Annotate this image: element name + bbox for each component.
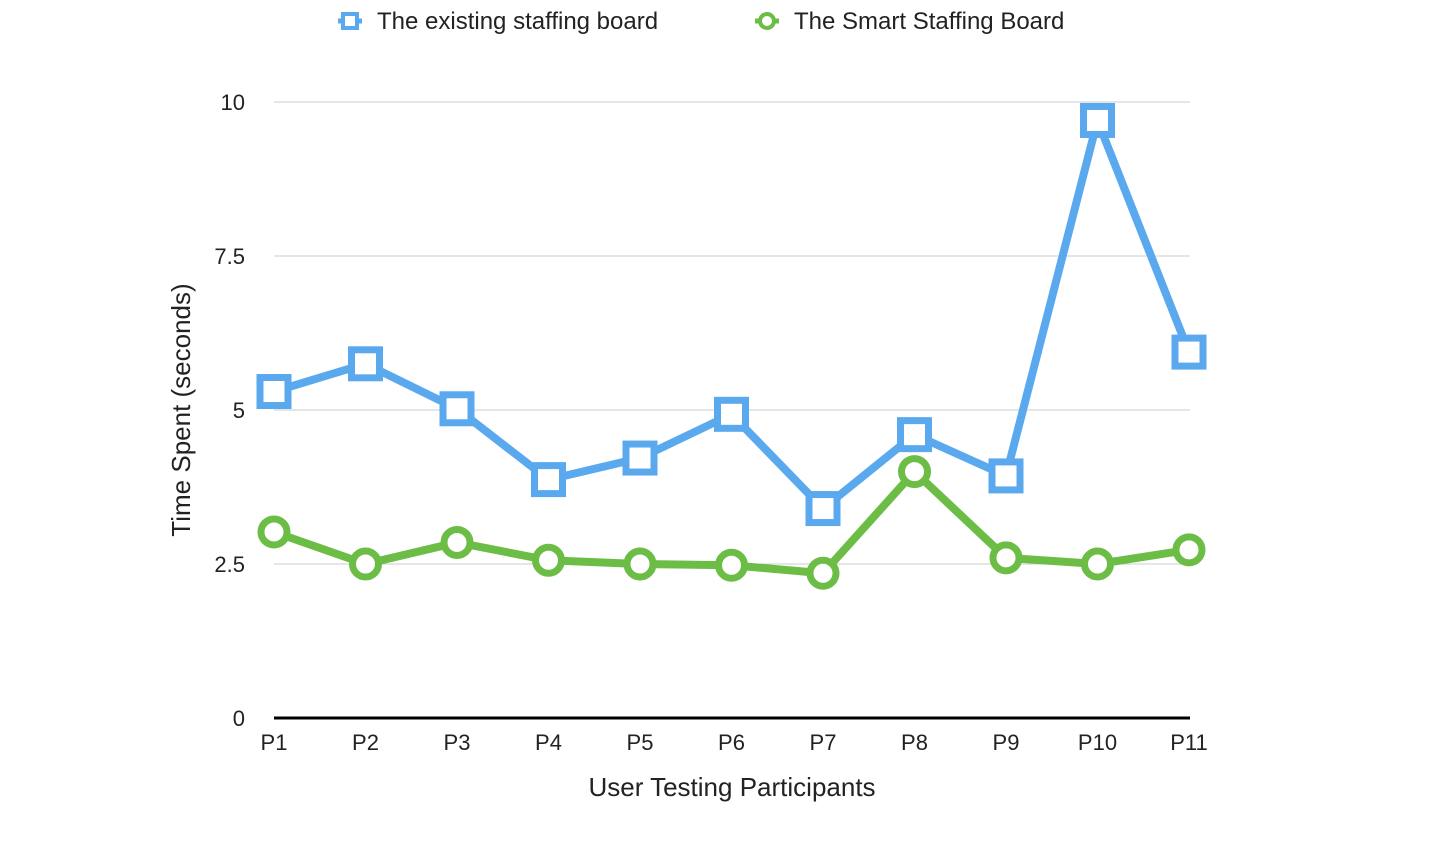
y-axis-tick-labels: 0 2.5 5 7.5 10 <box>214 90 245 731</box>
point-smart-p3 <box>440 525 474 559</box>
point-existing-p2 <box>348 346 383 382</box>
legend-marker-smart <box>758 12 776 30</box>
point-existing-p10 <box>1080 102 1115 138</box>
legend-label-existing: The existing staffing board <box>377 8 658 35</box>
point-existing-p4 <box>531 462 566 498</box>
y-tick-label-0: 0 <box>233 706 245 731</box>
point-existing-p7 <box>805 491 841 527</box>
point-smart-p4 <box>532 543 565 577</box>
x-tick-label-p10: P10 <box>1078 730 1117 755</box>
point-existing-p6 <box>714 396 749 432</box>
point-smart-p10 <box>1081 547 1114 581</box>
x-tick-label-p11: P11 <box>1170 730 1208 755</box>
y-tick-label-2: 5 <box>233 398 245 423</box>
point-existing-p8 <box>897 417 932 453</box>
series-smart <box>257 455 1206 590</box>
x-tick-label-p2: P2 <box>352 730 379 755</box>
legend-label-smart: The Smart Staffing Board <box>794 8 1064 35</box>
series-layer <box>256 102 1207 590</box>
point-existing-p11 <box>1171 334 1207 370</box>
y-tick-label-4: 10 <box>221 90 245 115</box>
y-tick-label-3: 7.5 <box>214 244 245 269</box>
gridlines <box>274 101 1190 565</box>
series-existing <box>256 102 1207 527</box>
point-existing-p1 <box>256 374 292 410</box>
point-existing-p5 <box>622 440 658 476</box>
y-tick-label-1: 2.5 <box>214 552 245 577</box>
point-existing-p3 <box>439 391 475 427</box>
point-smart-p11 <box>1172 533 1206 567</box>
x-tick-label-p3: P3 <box>444 730 471 755</box>
point-smart-p1 <box>257 515 291 549</box>
point-smart-p5 <box>623 547 657 581</box>
x-axis-tick-labels: P1 P2 P3 P4 P5 P6 P7 P8 P9 P10 P11 <box>261 730 1208 755</box>
x-tick-label-p4: P4 <box>535 730 562 755</box>
point-existing-p9 <box>988 458 1024 494</box>
y-axis-title: Time Spent (seconds) <box>166 283 196 536</box>
point-smart-p7 <box>806 556 840 590</box>
x-axis-title: User Testing Participants <box>588 772 875 802</box>
legend-item-existing: The existing staffing board <box>338 8 658 35</box>
point-smart-p6 <box>715 548 748 582</box>
point-smart-p2 <box>349 547 382 581</box>
x-tick-label-p6: P6 <box>718 730 745 755</box>
x-tick-label-p5: P5 <box>627 730 654 755</box>
x-tick-label-p7: P7 <box>810 730 837 755</box>
x-tick-label-p1: P1 <box>261 730 288 755</box>
point-smart-p9 <box>989 541 1023 575</box>
legend-item-smart: The Smart Staffing Board <box>755 8 1064 35</box>
series-line-existing <box>270 116 1193 513</box>
legend: The existing staffing board The Smart St… <box>338 8 1064 35</box>
legend-marker-existing <box>341 12 359 30</box>
x-tick-label-p8: P8 <box>901 730 928 755</box>
x-tick-label-p9: P9 <box>993 730 1020 755</box>
point-smart-p8 <box>898 455 931 489</box>
